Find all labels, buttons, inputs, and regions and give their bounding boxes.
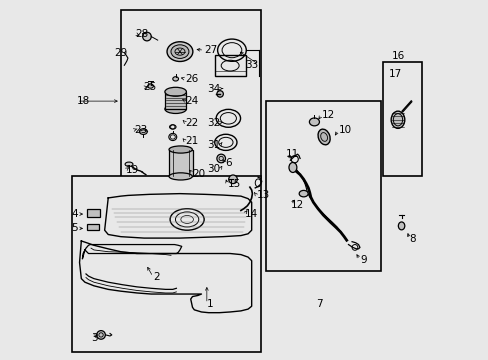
Ellipse shape [169, 173, 192, 180]
Text: 8: 8 [408, 234, 415, 244]
Text: 9: 9 [359, 255, 366, 265]
Text: 12: 12 [321, 110, 334, 120]
Ellipse shape [390, 111, 404, 129]
Ellipse shape [167, 42, 192, 62]
Text: 30: 30 [206, 164, 220, 174]
Text: 19: 19 [125, 165, 139, 175]
Bar [265, 101, 380, 271]
Text: 4: 4 [71, 209, 78, 219]
Ellipse shape [169, 146, 192, 153]
Ellipse shape [398, 222, 404, 230]
Ellipse shape [309, 118, 319, 126]
Circle shape [217, 91, 223, 97]
Ellipse shape [299, 190, 307, 197]
Text: 29: 29 [115, 48, 128, 58]
Bar [169, 149, 192, 176]
Text: 2: 2 [153, 272, 160, 282]
Text: 27: 27 [204, 45, 217, 55]
Text: 20: 20 [192, 168, 205, 179]
Text: 25: 25 [143, 82, 156, 93]
Circle shape [217, 154, 225, 163]
Bar [121, 10, 260, 178]
Text: 31: 31 [206, 140, 220, 150]
Ellipse shape [171, 45, 188, 58]
Text: 15: 15 [227, 179, 241, 189]
Text: 5: 5 [71, 224, 78, 233]
Bar [86, 209, 100, 217]
Text: 11: 11 [285, 149, 298, 159]
Ellipse shape [164, 87, 186, 96]
Text: 21: 21 [185, 136, 198, 146]
Ellipse shape [288, 162, 296, 172]
Bar [164, 92, 186, 109]
Text: 26: 26 [185, 74, 198, 84]
Circle shape [142, 32, 151, 41]
Text: 6: 6 [224, 158, 231, 168]
Text: 16: 16 [391, 51, 405, 61]
Text: 32: 32 [206, 118, 220, 128]
Circle shape [228, 175, 237, 184]
Text: 14: 14 [244, 209, 257, 219]
Ellipse shape [147, 84, 153, 88]
Text: 7: 7 [316, 299, 323, 309]
Bar [215, 55, 245, 76]
Bar [72, 176, 260, 352]
Text: 10: 10 [338, 125, 351, 135]
Text: 22: 22 [185, 118, 198, 128]
Text: 18: 18 [77, 96, 90, 106]
Text: 1: 1 [206, 299, 213, 309]
Text: 24: 24 [185, 96, 198, 106]
Text: 3: 3 [91, 333, 98, 343]
Text: 28: 28 [135, 29, 148, 39]
Text: 34: 34 [206, 84, 220, 94]
Bar [382, 62, 421, 176]
Text: 17: 17 [387, 69, 401, 79]
Ellipse shape [139, 129, 147, 134]
Text: 23: 23 [134, 125, 147, 135]
Bar [86, 224, 99, 230]
Text: 13: 13 [256, 190, 269, 200]
Circle shape [97, 330, 105, 339]
Ellipse shape [164, 104, 186, 113]
Text: 33: 33 [245, 59, 258, 69]
Ellipse shape [317, 129, 329, 145]
Ellipse shape [172, 77, 178, 81]
Text: 12: 12 [290, 200, 304, 210]
Ellipse shape [125, 162, 133, 166]
